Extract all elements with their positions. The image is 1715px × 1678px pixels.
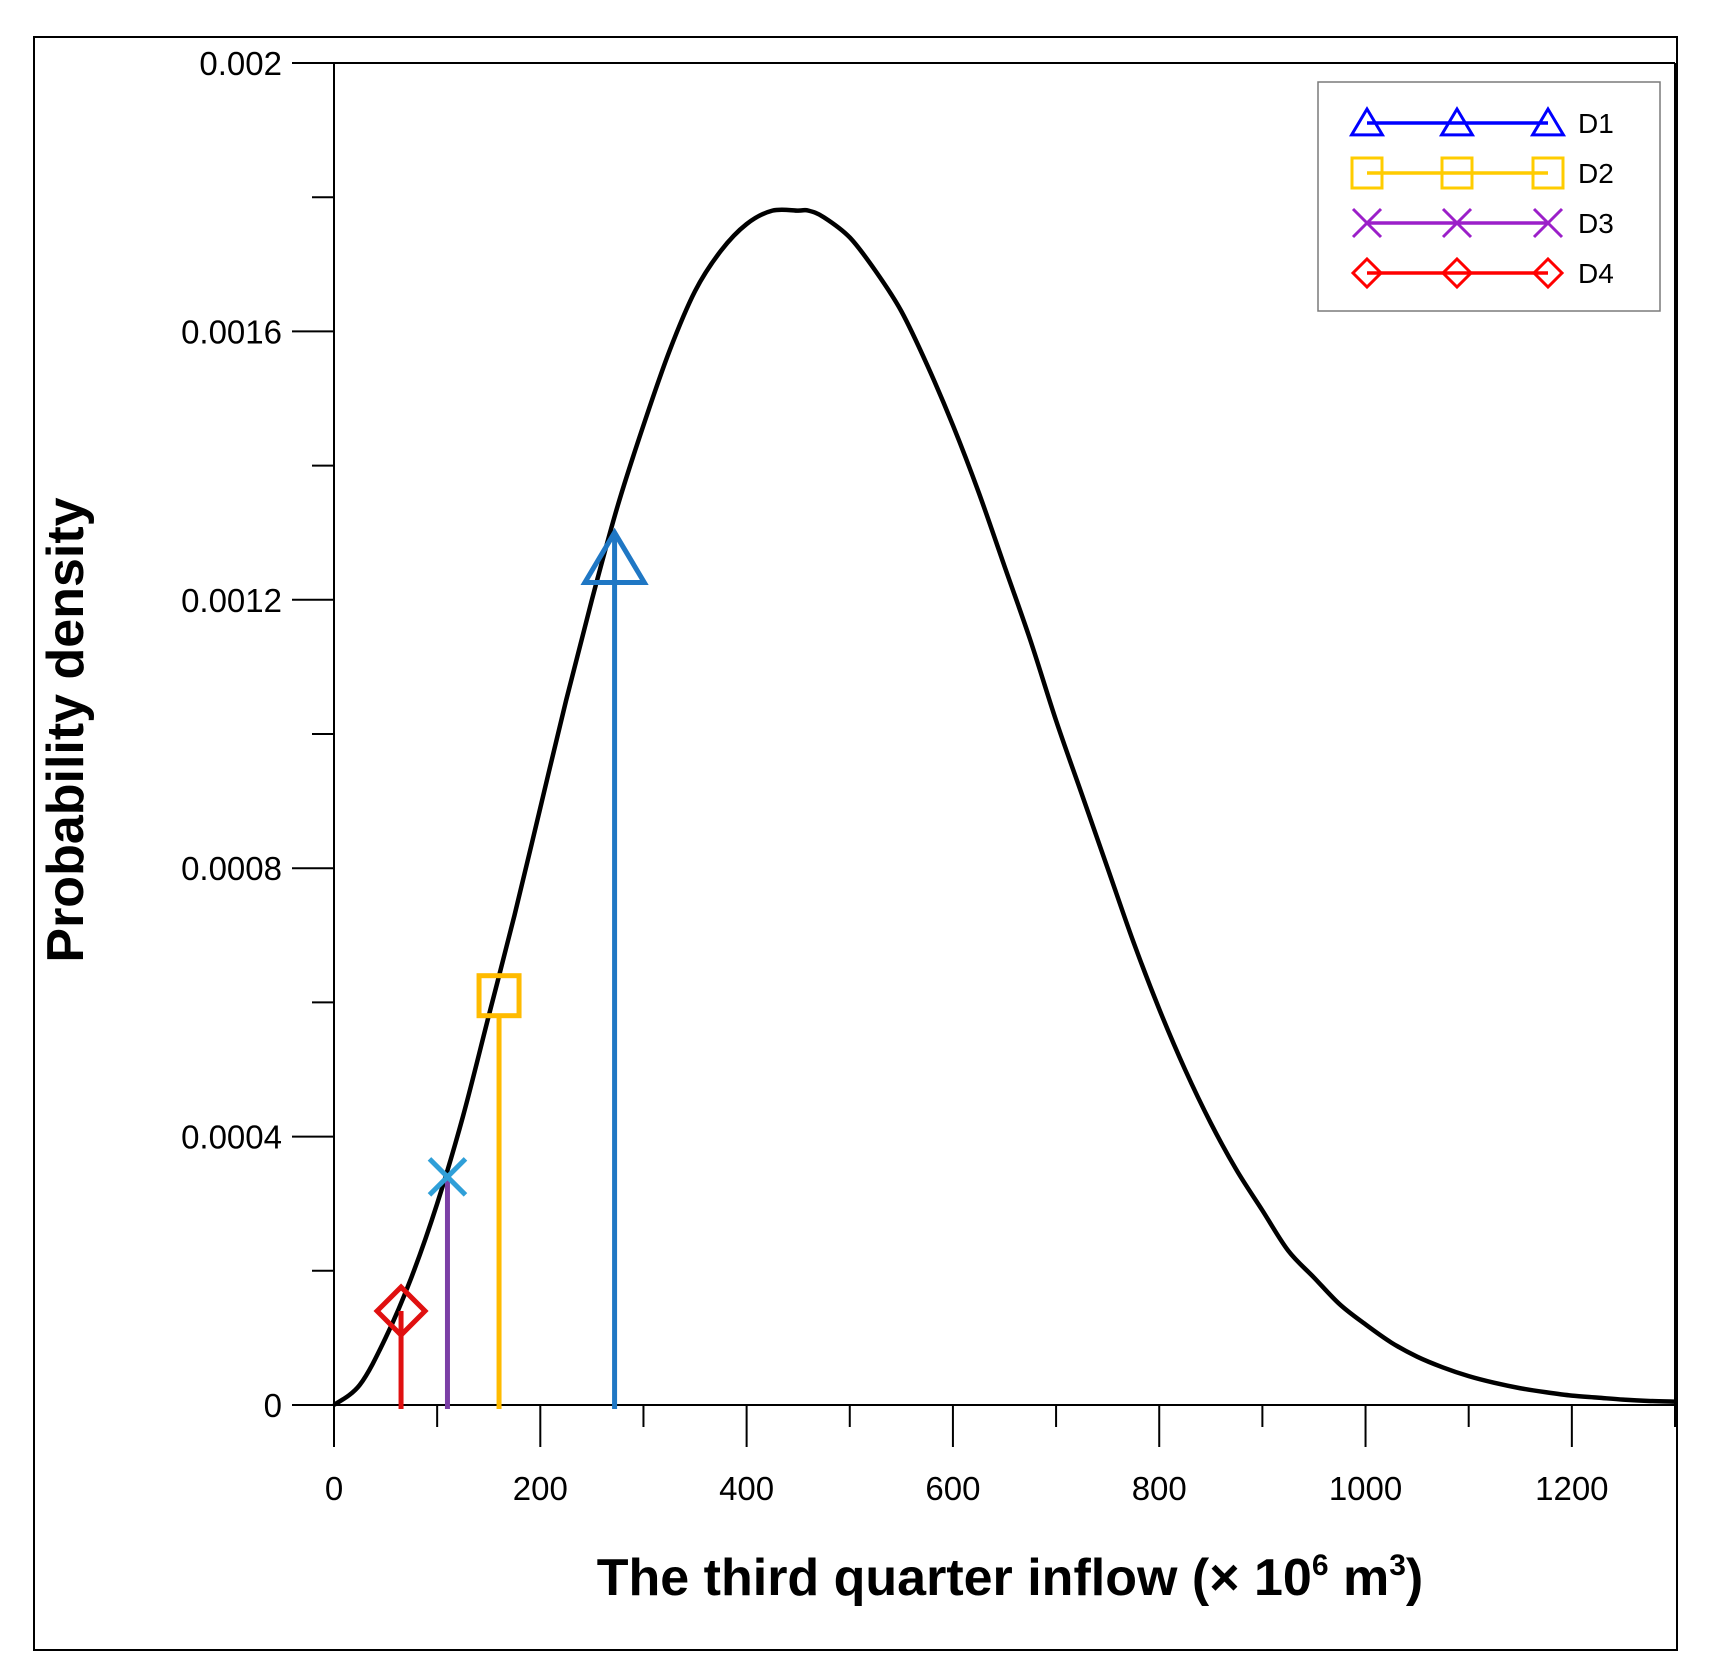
legend-symbol-stroke-b: [1441, 207, 1473, 239]
y-axis-title: Probability density: [37, 497, 95, 962]
legend-symbol: [1441, 207, 1473, 239]
legend-symbol: [1350, 156, 1384, 190]
marker-d3: [427, 1157, 468, 1409]
marker-symbol-d3: [427, 1157, 468, 1197]
legend-item-d1: D1: [1348, 106, 1614, 139]
legend-label: D1: [1578, 108, 1614, 139]
marker-layer: [373, 527, 649, 1409]
x-tick-label: 1200: [1535, 1470, 1608, 1507]
x-axis-title-mid: m: [1329, 1549, 1390, 1607]
legend: D1 D2 D3 D4: [1317, 81, 1661, 312]
x-axis-title-main: The third quarter inflow (× 10: [597, 1549, 1312, 1607]
legend-label: D4: [1578, 258, 1614, 289]
y-tick-label: 0.0012: [181, 582, 282, 619]
y-tick-label: 0.0004: [181, 1119, 282, 1156]
legend-symbol: [1350, 256, 1384, 290]
legend-symbol: [1529, 106, 1567, 137]
legend-symbol-stroke-b: [1532, 207, 1564, 239]
legend-symbol: [1348, 106, 1386, 137]
x-tick-label: 1000: [1329, 1470, 1402, 1507]
legend-label: D2: [1578, 158, 1614, 189]
legend-symbol: [1440, 156, 1474, 190]
x-axis-title-exp2: 3: [1389, 1549, 1406, 1582]
y-tick-label: 0.0016: [181, 313, 282, 350]
legend-item-d2: D2: [1350, 156, 1614, 190]
legend-symbol: [1531, 256, 1565, 290]
legend-symbol-stroke-b: [1351, 207, 1383, 239]
legend-symbol: [1438, 106, 1476, 137]
legend-symbol: [1532, 207, 1564, 239]
legend-symbol: [1440, 256, 1474, 290]
marker-d1: [580, 527, 649, 1409]
legend-item-d4: D4: [1350, 256, 1614, 290]
legend-symbol: [1531, 156, 1565, 190]
marker-d4: [373, 1283, 429, 1409]
x-tick-label: 200: [513, 1470, 568, 1507]
x-axis-title-exp1: 6: [1312, 1549, 1329, 1582]
x-tick-label: 400: [719, 1470, 774, 1507]
legend-label: D3: [1578, 208, 1614, 239]
marker-symbol-d4: [373, 1283, 429, 1339]
x-axis-title: The third quarter inflow (× 106 m3): [597, 1549, 1423, 1607]
y-tick-label: 0: [264, 1387, 282, 1424]
marker-symbol-d2: [476, 973, 522, 1019]
curve-layer: [332, 207, 1676, 1407]
x-tick-label: 800: [1132, 1470, 1187, 1507]
axes-layer: 0 0.0004 0.0008 0.0012 0.0016 0.002 0 200 400 600…: [181, 45, 1676, 1507]
x-tick-label: 600: [925, 1470, 980, 1507]
x-tick-label: 0: [325, 1470, 343, 1507]
y-tick-label: 0.002: [199, 45, 282, 82]
y-tick-label: 0.0008: [181, 850, 282, 887]
legend-symbol: [1351, 207, 1383, 239]
marker-d2: [476, 973, 522, 1409]
legend-item-d3: D3: [1351, 207, 1614, 239]
x-axis-title-end: ): [1406, 1549, 1423, 1607]
density-curve: [332, 207, 1676, 1407]
marker-symbol-d1: [580, 527, 649, 585]
marker-symbol-d3-stroke-b: [427, 1157, 468, 1197]
